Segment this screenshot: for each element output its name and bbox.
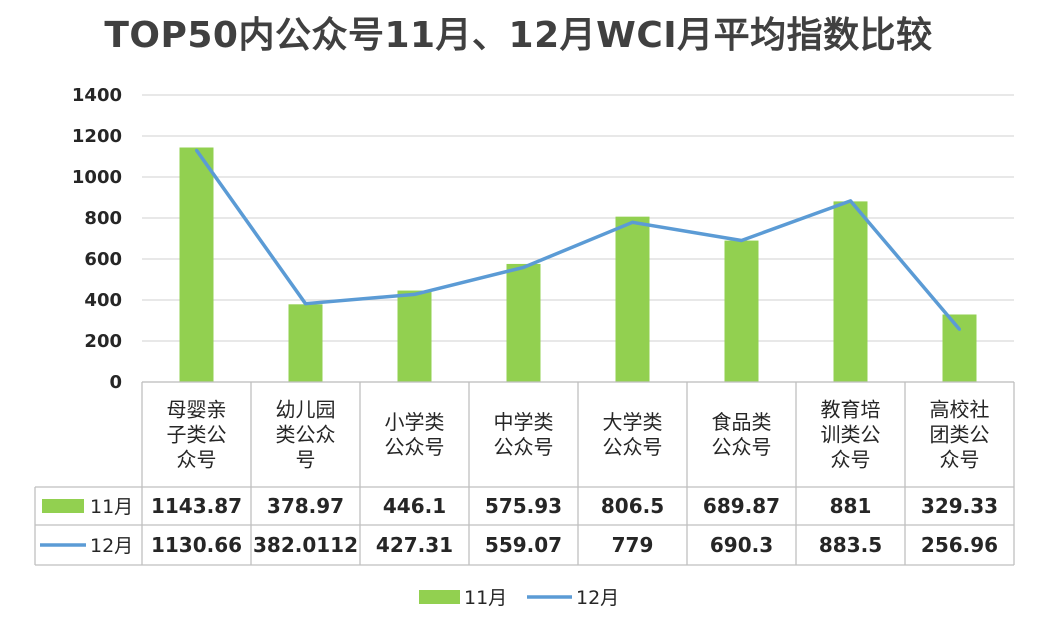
bar-11月 [506,263,541,382]
category-label: 众号 [940,448,980,472]
category-label: 大学类 [603,410,663,434]
bar-11月 [724,240,759,382]
table-cell-11月: 446.1 [383,494,446,518]
legend-label: 11月 [464,587,507,609]
category-label: 高校社 [930,398,990,422]
bar-11月 [942,314,977,382]
chart-title: TOP50内公众号11月、12月WCI月平均指数比较 [104,15,933,56]
y-tick-label: 0 [109,372,122,393]
table-cell-12月: 779 [612,533,654,557]
table-cell-11月: 329.33 [921,494,998,518]
category-label: 公众号 [494,435,554,459]
bar-11月 [179,147,214,382]
legend-label: 12月 [576,587,619,609]
point-12月 [413,292,416,296]
y-tick-label: 800 [84,208,122,229]
table-cell-12月: 690.3 [710,533,773,557]
category-label: 食品类 [712,410,772,434]
category-label: 团类公 [930,423,990,447]
category-label: 类公众 [276,423,336,447]
table-row-label: 12月 [90,535,133,557]
point-12月 [195,148,198,152]
table-cell-11月: 575.93 [485,494,562,518]
category-label: 幼儿园 [276,398,336,422]
table-cell-11月: 378.97 [267,494,344,518]
category-label: 中学类 [494,410,554,434]
bar-11月 [397,290,432,382]
table-cell-12月: 1130.66 [151,533,242,557]
bar-11月 [288,304,323,382]
category-label: 公众号 [385,435,445,459]
table-cell-12月: 883.5 [819,533,882,557]
y-tick-label: 400 [84,290,122,311]
bar-11月 [615,216,650,382]
point-12月 [958,327,961,331]
category-label: 号 [296,448,316,472]
table-cell-11月: 1143.87 [151,494,242,518]
category-label: 众号 [831,448,871,472]
table-legend-key-11月 [42,499,84,513]
table-row-label: 11月 [90,496,133,518]
y-tick-label: 200 [84,331,122,352]
point-12月 [740,238,743,242]
table-cell-12月: 382.0112 [253,533,358,557]
category-label: 众号 [177,448,217,472]
point-12月 [522,265,525,269]
category-label: 母婴亲 [167,398,227,422]
table-cell-12月: 427.31 [376,533,453,557]
table-cell-12月: 256.96 [921,533,998,557]
table-cell-12月: 559.07 [485,533,562,557]
y-tick-label: 1400 [72,85,122,106]
category-label: 教育培 [821,398,881,422]
table-cell-11月: 806.5 [601,494,664,518]
y-tick-label: 1200 [72,126,122,147]
table-cell-11月: 881 [830,494,872,518]
table-cell-11月: 689.87 [703,494,780,518]
bar-11月 [833,201,868,382]
legend-key-11月 [419,590,460,604]
line-12月 [195,149,961,331]
category-label: 训类公 [821,423,881,447]
point-12月 [304,302,307,306]
point-12月 [849,199,852,203]
category-label: 公众号 [712,435,772,459]
category-label: 小学类 [385,410,445,434]
point-12月 [631,220,634,224]
y-tick-label: 1000 [72,167,122,188]
category-label: 公众号 [603,435,663,459]
y-tick-label: 600 [84,249,122,270]
category-label: 子类公 [167,423,227,447]
